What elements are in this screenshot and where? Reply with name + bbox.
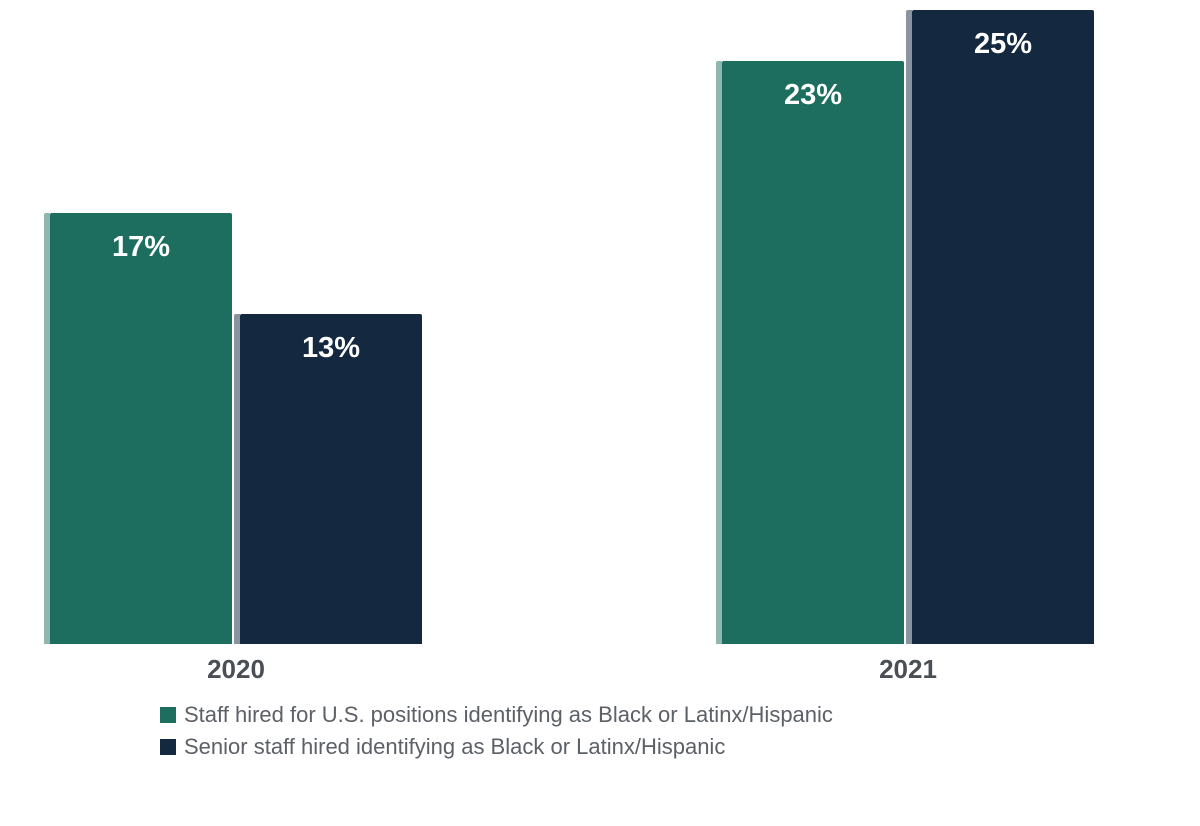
bar-rect: 23%	[722, 61, 904, 644]
x-axis-label-2020: 2020	[50, 654, 422, 685]
legend-swatch	[160, 739, 176, 755]
bar-staff-2020: 17%	[50, 213, 232, 644]
legend-item-staff: Staff hired for U.S. positions identifyi…	[160, 702, 1150, 728]
bar-senior-staff-2021: 25%	[912, 10, 1094, 644]
bar-value-label: 13%	[240, 332, 422, 365]
legend-swatch	[160, 707, 176, 723]
bar-value-label: 17%	[50, 231, 232, 264]
plot-area: 17% 13% 23%25%	[50, 10, 1150, 644]
bar-rect: 25%	[912, 10, 1094, 644]
bar-senior-staff-2020: 13%	[240, 314, 422, 644]
x-axis: 2020 2021	[50, 644, 1150, 694]
bar-rect: 13%	[240, 314, 422, 644]
bar-staff-2021: 23%	[722, 61, 904, 644]
legend-item-senior-staff: Senior staff hired identifying as Black …	[160, 734, 1150, 760]
legend-label: Senior staff hired identifying as Black …	[184, 734, 725, 760]
legend: Staff hired for U.S. positions identifyi…	[50, 702, 1150, 760]
bar-value-label: 23%	[722, 79, 904, 112]
legend-label: Staff hired for U.S. positions identifyi…	[184, 702, 833, 728]
bar-group-2020: 17% 13%	[50, 213, 422, 644]
bar-value-label: 25%	[912, 28, 1094, 61]
bar-rect: 17%	[50, 213, 232, 644]
x-axis-label-2021: 2021	[722, 654, 1094, 685]
bar-chart: 17% 13% 23%25% 2020 2021 Staff hired for U.…	[50, 10, 1150, 816]
bar-group-2021: 23%25%	[722, 10, 1094, 644]
